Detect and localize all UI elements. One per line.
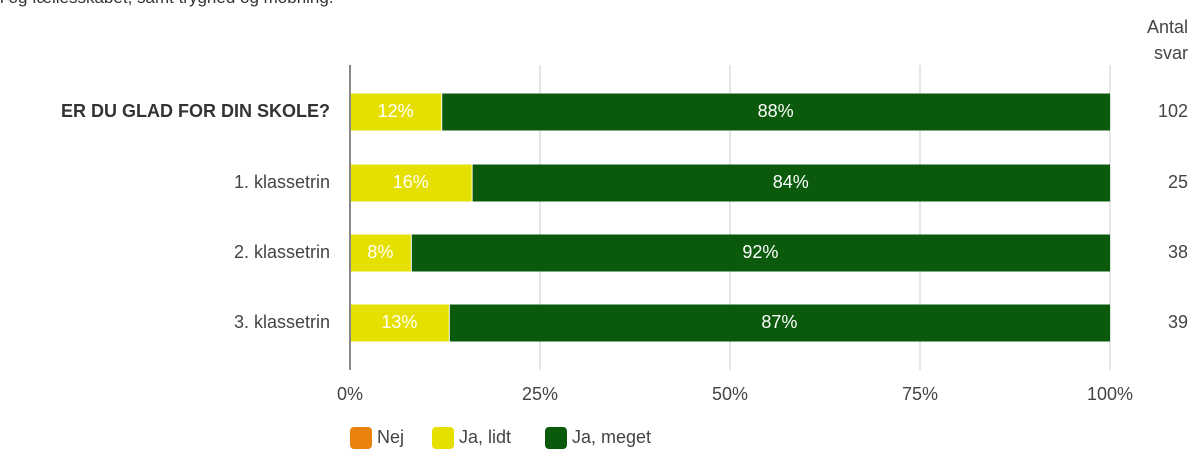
x-tick-label: 0% [337,384,363,404]
bar-segment [351,304,449,342]
bar-segment [449,304,1110,342]
data-label: 88% [758,101,794,121]
data-label: 8% [367,242,393,262]
data-label: 92% [742,242,778,262]
count-label: 25 [1168,172,1188,192]
bar-segment [411,234,1110,272]
bar-segment [472,164,1111,202]
bar-segment [442,93,1110,131]
legend-swatch [432,427,454,449]
x-tick-label: 75% [902,384,938,404]
category-label: 3. klassetrin [234,312,330,332]
legend-swatch [545,427,567,449]
count-label: 39 [1168,312,1188,332]
legend-label: Ja, lidt [459,427,511,447]
data-label: 13% [381,312,417,332]
category-label: 1. klassetrin [234,172,330,192]
count-label: 38 [1168,242,1188,262]
legend-label: Nej [377,427,404,447]
data-label: 87% [761,312,797,332]
x-tick-label: 100% [1087,384,1133,404]
legend-label: Ja, meget [572,427,651,447]
count-header: Antal svar [1146,17,1188,63]
bar-segment [351,234,411,272]
data-label: 12% [378,101,414,121]
data-label: 16% [393,172,429,192]
legend-swatch [350,427,372,449]
bar-segment [351,164,472,202]
data-label: 84% [773,172,809,192]
bar-segment [351,93,442,131]
x-tick-label: 25% [522,384,558,404]
category-label: ER DU GLAD FOR DIN SKOLE? [61,101,330,121]
category-label: 2. klassetrin [234,242,330,262]
x-tick-label: 50% [712,384,748,404]
subtitle: i og fællesskabet, samt tryghed og mobni… [0,0,334,8]
count-label: 102 [1158,101,1188,121]
